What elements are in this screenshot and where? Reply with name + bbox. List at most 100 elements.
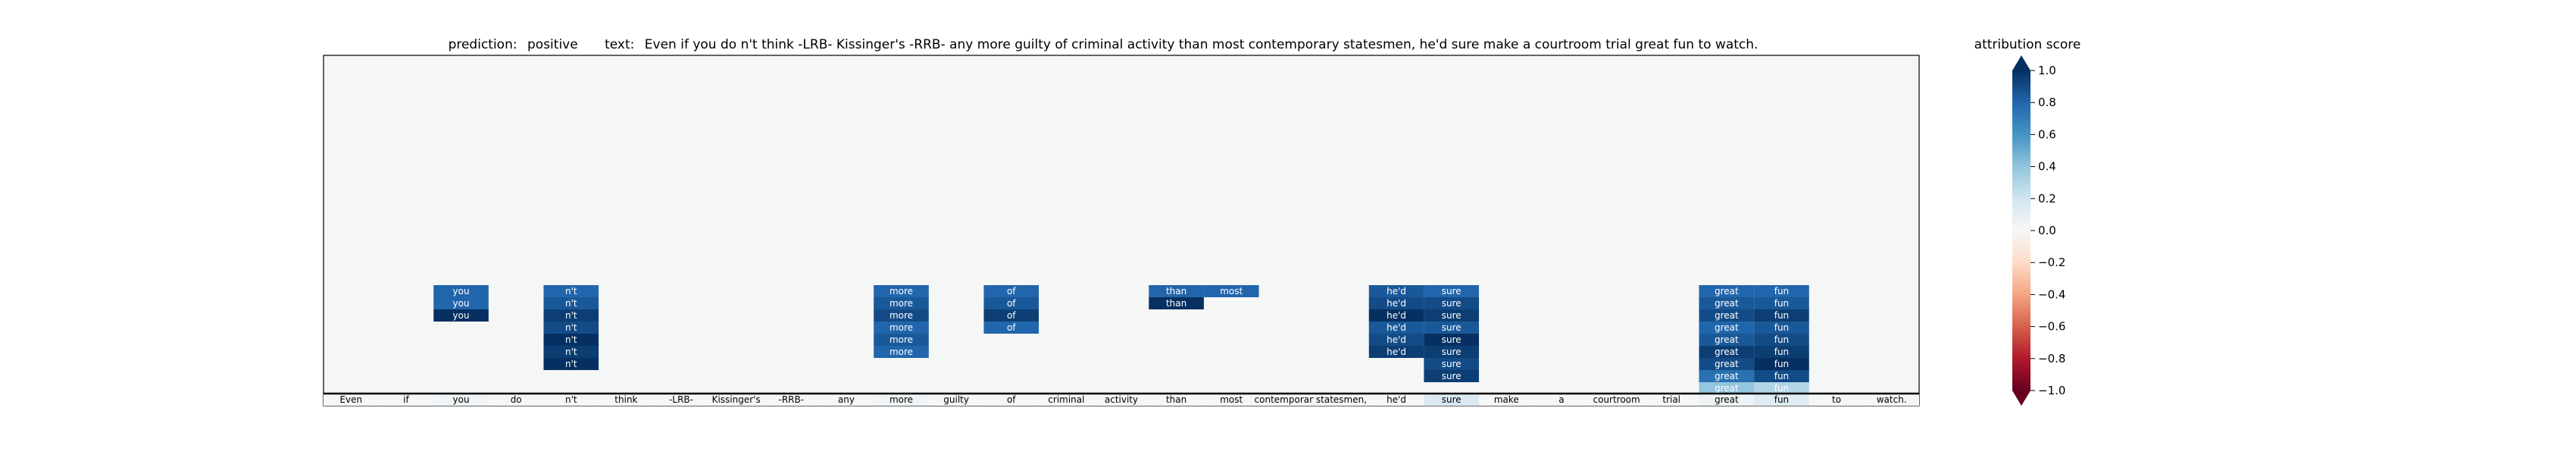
attribution-cell: [1754, 297, 1809, 309]
colorbar-tick-label: 0.8: [2038, 96, 2056, 109]
attribution-cell-label: fun: [1774, 347, 1789, 357]
attribution-cell-label: great: [1715, 383, 1739, 394]
token-label: think: [614, 394, 637, 405]
attribution-cell: [1368, 297, 1424, 309]
attribution-cell-label: sure: [1442, 286, 1462, 297]
token-cell: [1368, 394, 1424, 406]
token-cell: [1479, 394, 1534, 406]
attribution-cell: [433, 297, 489, 309]
attribution-cell-label: he'd: [1386, 347, 1406, 357]
token-cell: [1754, 394, 1809, 406]
attribution-cell-label: n't: [565, 322, 577, 333]
attribution-cell-label: fun: [1774, 322, 1789, 333]
attribution-cell: [543, 309, 599, 322]
colorbar-tick-label: 0.4: [2038, 160, 2056, 174]
token-label: Even: [339, 394, 362, 405]
attribution-cell-label: great: [1715, 286, 1739, 297]
colorbar-extend-top: [2012, 55, 2030, 71]
attribution-cell: [1754, 285, 1809, 297]
attribution-cell-label: more: [889, 298, 913, 309]
token-cell: [1093, 394, 1149, 406]
token-cell: [488, 394, 544, 406]
attribution-cell: [1424, 285, 1480, 297]
title-prediction-label: prediction:: [449, 37, 517, 52]
attribution-cell: [433, 309, 489, 322]
attribution-cell-label: great: [1715, 322, 1739, 333]
attribution-cell-label: fun: [1774, 383, 1789, 394]
token-label: courtroom: [1593, 394, 1640, 405]
attribution-cell-label: than: [1166, 298, 1186, 309]
token-label: criminal: [1048, 394, 1084, 405]
colorbar-tick-label: 1.0: [2038, 64, 2056, 77]
attribution-cell-label: more: [889, 322, 913, 333]
attribution-cell-label: great: [1715, 310, 1739, 321]
token-cell: [818, 394, 874, 406]
token-label: great: [1715, 394, 1739, 405]
attribution-cell-label: n't: [565, 359, 577, 369]
attribution-cell-label: n't: [565, 347, 577, 357]
attribution-cell: [1424, 297, 1480, 309]
attribution-cell-label: more: [889, 286, 913, 297]
attribution-cell-label: you: [453, 310, 470, 321]
token-label: activity: [1105, 394, 1138, 405]
token-label: to: [1832, 394, 1841, 405]
attribution-cell-label: he'd: [1386, 298, 1406, 309]
attribution-cell: [874, 334, 929, 346]
attribution-cell-label: than: [1166, 286, 1186, 297]
attribution-cell-label: he'd: [1386, 286, 1406, 297]
token-label: more: [889, 394, 913, 405]
token-row: Even if you do n't think -LRB- Kissinger's -RRB-…: [324, 394, 1919, 406]
attribution-cell: [1699, 309, 1755, 322]
token-label: a: [1558, 394, 1564, 405]
attribution-cell-label: he'd: [1386, 322, 1406, 333]
attribution-cell-label: of: [1007, 322, 1016, 333]
colorbar-tick-label: 0.0: [2038, 224, 2056, 237]
attribution-cell: [1754, 334, 1809, 346]
token-label: you: [453, 394, 470, 405]
token-cell: [1258, 394, 1315, 406]
attribution-cell: [543, 334, 599, 346]
attribution-cell: [874, 309, 929, 322]
attribution-cell: [1424, 322, 1480, 334]
token-label: fun: [1774, 394, 1789, 405]
attribution-cell: [1368, 309, 1424, 322]
attribution-cell-label: of: [1007, 286, 1016, 297]
attribution-cell: [1754, 346, 1809, 358]
attribution-cell: [1754, 309, 1809, 322]
attribution-cell-label: sure: [1442, 347, 1462, 357]
token-label: than: [1166, 394, 1186, 405]
attribution-cell: [1368, 322, 1424, 334]
attribution-cell: [874, 285, 929, 297]
attribution-cell: [1368, 346, 1424, 358]
title-text-value: Even if you do n't think -LRB- Kissinger…: [645, 37, 1758, 52]
attribution-cell: [1424, 334, 1480, 346]
attribution-cell-label: great: [1715, 347, 1739, 357]
attribution-cell: [1699, 285, 1755, 297]
token-label: sure: [1442, 394, 1462, 405]
attribution-cell-label: you: [453, 286, 470, 297]
attribution-cell: [1149, 285, 1204, 297]
token-cell: [1149, 394, 1204, 406]
attribution-cell: [1424, 309, 1480, 322]
colorbar-tick-label: −0.6: [2038, 320, 2065, 334]
token-label: -RRB-: [778, 394, 804, 405]
attribution-cell-label: fun: [1774, 371, 1789, 381]
attribution-cell: [983, 297, 1039, 309]
attribution-cell: [983, 309, 1039, 322]
attribution-cell: [543, 358, 599, 370]
token-cell: [708, 394, 764, 406]
attribution-cell-label: fun: [1774, 359, 1789, 369]
attribution-cell-label: sure: [1442, 322, 1462, 333]
attribution-cell: [543, 322, 599, 334]
attribution-cell-label: more: [889, 347, 913, 357]
token-label: guilty: [943, 394, 969, 405]
token-cell: [1039, 394, 1094, 406]
token-label: make: [1494, 394, 1519, 405]
attribution-cell-label: he'd: [1386, 334, 1406, 345]
attribution-cell: [543, 297, 599, 309]
token-cell: [874, 394, 929, 406]
colorbar-ticks: 1.0 0.8 0.6 0.4 0.2 0.0 −0.2 −0.4 −0.6 −0.8 −1.0: [2030, 64, 2065, 397]
attribution-cell: [433, 285, 489, 297]
token-label: -LRB-: [669, 394, 693, 405]
token-cell: [983, 394, 1039, 406]
